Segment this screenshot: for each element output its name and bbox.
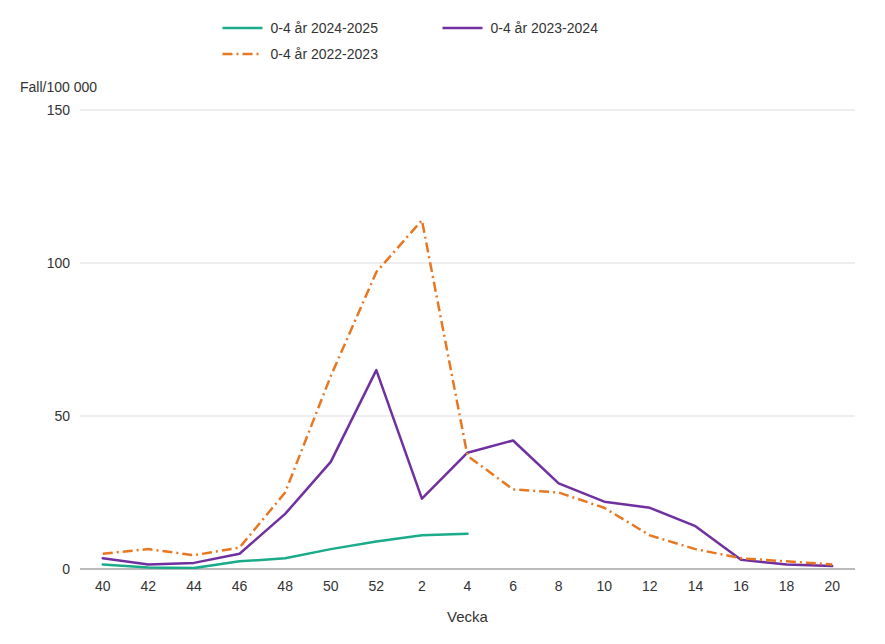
x-tick-label: 4 xyxy=(464,578,472,594)
y-tick-label: 0 xyxy=(62,561,70,577)
grid-line xyxy=(80,263,855,264)
x-tick-label: 16 xyxy=(733,578,749,594)
x-tick-label: 42 xyxy=(141,578,157,594)
series-line xyxy=(103,220,832,564)
x-tick-label: 48 xyxy=(277,578,293,594)
axes: 050100150404244464850522468101214161820 xyxy=(47,102,855,594)
x-tick-label: 6 xyxy=(509,578,517,594)
legend-label: 0-4 år 2023-2024 xyxy=(491,20,599,36)
chart-container: 050100150404244464850522468101214161820V… xyxy=(0,0,885,644)
legend-swatch xyxy=(443,27,483,30)
x-tick-label: 18 xyxy=(779,578,795,594)
grid-line xyxy=(80,416,855,417)
x-tick-label: 44 xyxy=(186,578,202,594)
x-tick-label: 2 xyxy=(418,578,426,594)
x-tick-label: 14 xyxy=(688,578,704,594)
page: {"chart_data": {"type": "line", "x_label… xyxy=(0,0,885,644)
legend: 0-4 år 2024-2025 0-4 år 2023-2024 0-4 år 2… xyxy=(223,20,599,62)
x-tick-label: 20 xyxy=(824,578,840,594)
legend-swatch xyxy=(223,53,263,56)
grid-line xyxy=(80,110,855,111)
series-line xyxy=(103,370,832,566)
x-tick-label: 46 xyxy=(232,578,248,594)
y-tick-label: 150 xyxy=(47,102,71,118)
y-tick-label: 100 xyxy=(47,255,71,271)
legend-swatch xyxy=(223,27,263,30)
x-tick-label: 50 xyxy=(323,578,339,594)
x-axis-label: Vecka xyxy=(447,608,489,625)
legend-label: 0-4 år 2024-2025 xyxy=(271,20,379,36)
x-tick-label: 40 xyxy=(95,578,111,594)
x-tick-label: 10 xyxy=(596,578,612,594)
chart-svg: 050100150404244464850522468101214161820V… xyxy=(0,0,885,644)
plot-lines xyxy=(103,220,832,568)
legend-label: 0-4 år 2022-2023 xyxy=(271,46,379,62)
y-axis-label: Fall/100 000 xyxy=(20,79,97,95)
x-tick-label: 12 xyxy=(642,578,658,594)
y-tick-label: 50 xyxy=(54,408,70,424)
x-tick-label: 8 xyxy=(555,578,563,594)
x-tick-label: 52 xyxy=(369,578,385,594)
